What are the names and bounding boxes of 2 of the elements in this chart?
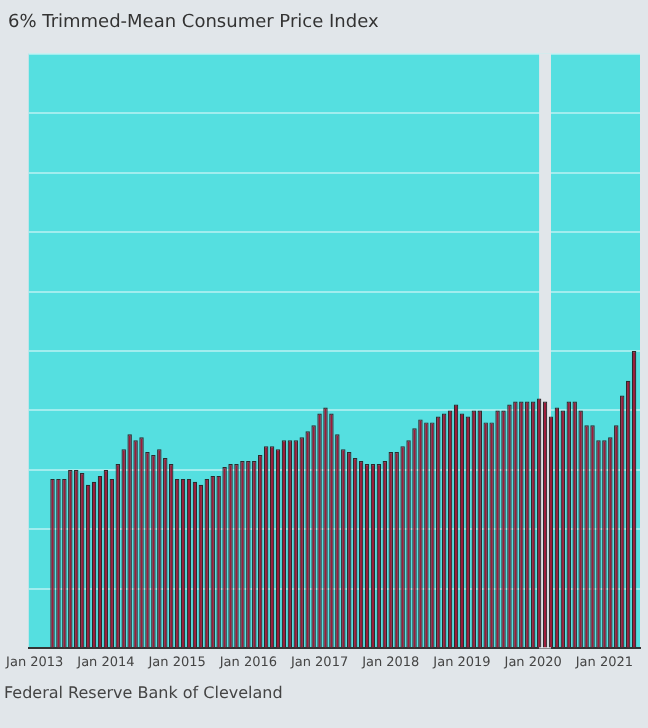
- chart-title: 6% Trimmed-Mean Consumer Price Index: [8, 13, 380, 34]
- text: Federal Reserve Bank of Cleveland: [4, 684, 285, 702]
